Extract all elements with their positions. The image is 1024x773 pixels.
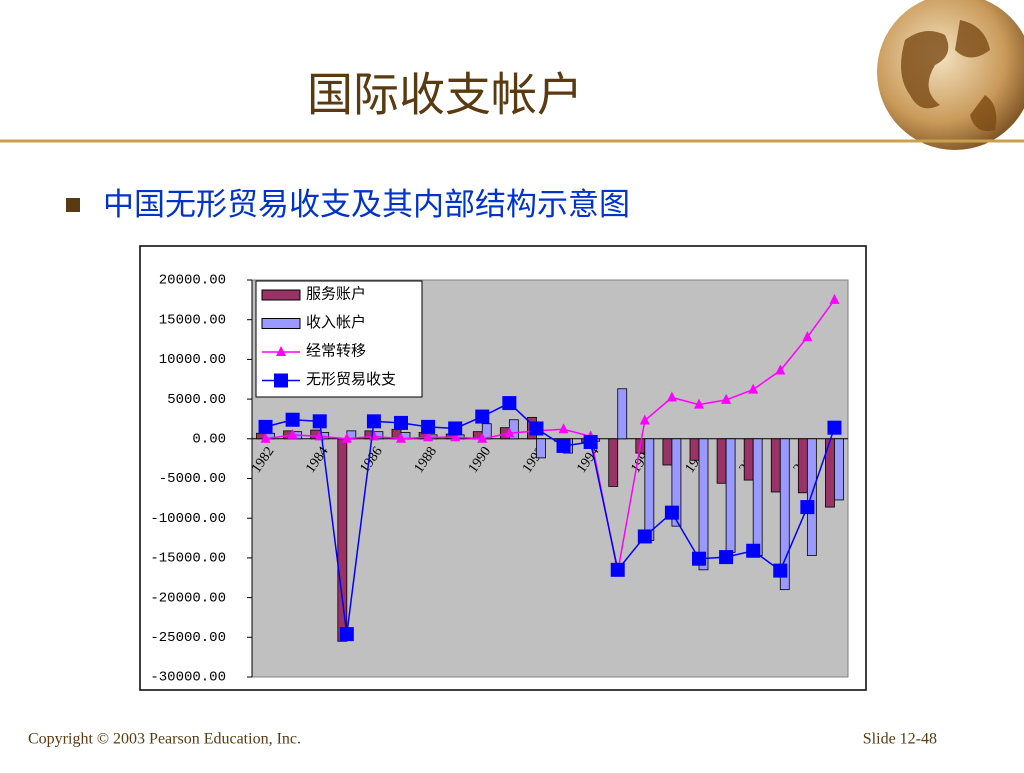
bullet-text: 中国无形贸易收支及其内部结构示意图: [103, 187, 630, 222]
point-marker: [748, 383, 759, 394]
bar: [834, 438, 844, 501]
point-marker: [664, 505, 679, 520]
slide-title: 国际收支帐户: [307, 70, 583, 121]
legend-marker: [276, 346, 286, 356]
chart: 20000.00 15000.00 10000.00 5000.00 0.00 -5000…: [150, 273, 848, 686]
copyright: Copyright © 2003 Pearson Education, Inc.: [28, 731, 301, 748]
legend-marker: [274, 373, 288, 388]
point-marker: [692, 551, 706, 566]
y-tick-label: -5000.00: [159, 471, 226, 487]
bar: [770, 438, 781, 493]
legend-label: 无形贸易收支: [306, 371, 396, 388]
bar: [662, 438, 673, 466]
slide-number: Slide 12-48: [863, 731, 937, 748]
y-tick-label: -20000.00: [150, 590, 226, 606]
bar: [671, 438, 682, 527]
legend-swatch: [261, 289, 301, 301]
bar: [481, 423, 492, 440]
point-marker: [287, 428, 298, 439]
point-marker: [421, 419, 436, 434]
point-marker: [396, 432, 406, 443]
bar: [536, 438, 546, 459]
bar: [779, 438, 790, 591]
point-marker: [366, 414, 381, 429]
point-marker: [312, 414, 327, 429]
point-marker: [637, 529, 652, 544]
bar: [743, 438, 754, 481]
y-tick-label: 5000.00: [167, 392, 226, 408]
point-marker: [802, 331, 813, 342]
legend-label: 经常转移: [306, 342, 366, 359]
bar: [716, 438, 727, 484]
point-marker: [529, 421, 544, 436]
y-tick-label: -25000.00: [150, 630, 226, 646]
point-marker: [746, 543, 761, 558]
point-marker: [556, 438, 571, 453]
y-tick-label: 10000.00: [159, 352, 226, 368]
y-tick-label: -15000.00: [150, 551, 226, 567]
point-marker: [450, 431, 461, 442]
bar: [689, 438, 700, 461]
bar: [337, 438, 348, 642]
y-tick-label: 15000.00: [159, 312, 226, 328]
y-tick-label: -10000.00: [150, 511, 226, 527]
point-marker: [694, 398, 704, 409]
point-marker: [639, 414, 650, 425]
bar: [617, 388, 628, 440]
point-marker: [583, 434, 598, 449]
point-marker: [339, 627, 354, 642]
point-marker: [285, 412, 300, 427]
point-marker: [773, 563, 788, 578]
legend-swatch: [261, 318, 301, 329]
bar: [698, 438, 709, 571]
globe-land: [901, 20, 997, 131]
point-marker: [477, 432, 488, 443]
y-tick-label: 0.00: [192, 432, 226, 448]
point-marker: [502, 396, 517, 411]
globe-icon: [877, 0, 1024, 150]
bar: [797, 438, 808, 494]
point-marker: [394, 415, 408, 430]
point-marker: [341, 432, 352, 443]
point-marker: [423, 431, 434, 442]
point-marker: [258, 419, 273, 434]
point-marker: [260, 432, 271, 443]
series-line: [265, 402, 836, 635]
bar: [725, 438, 736, 553]
bar: [806, 438, 817, 556]
series-line: [265, 299, 836, 573]
point-marker: [721, 393, 732, 404]
point-marker: [775, 364, 786, 375]
bar: [752, 438, 763, 556]
y-tick-label: 20000.00: [159, 273, 226, 289]
y-tick-label: -30000.00: [150, 670, 226, 686]
point-marker: [827, 420, 842, 435]
point-marker: [448, 421, 463, 436]
point-marker: [800, 500, 815, 515]
point-marker: [475, 409, 490, 424]
point-marker: [610, 562, 625, 577]
bullet-marker: [66, 198, 80, 212]
point-marker: [666, 391, 677, 402]
point-marker: [504, 427, 515, 438]
bar: [608, 438, 619, 487]
point-marker: [829, 293, 840, 304]
bar: [644, 438, 655, 541]
point-marker: [719, 550, 734, 565]
point-marker: [558, 423, 569, 434]
legend-label: 收入帐户: [306, 314, 366, 331]
legend-label: 服务账户: [306, 285, 366, 302]
